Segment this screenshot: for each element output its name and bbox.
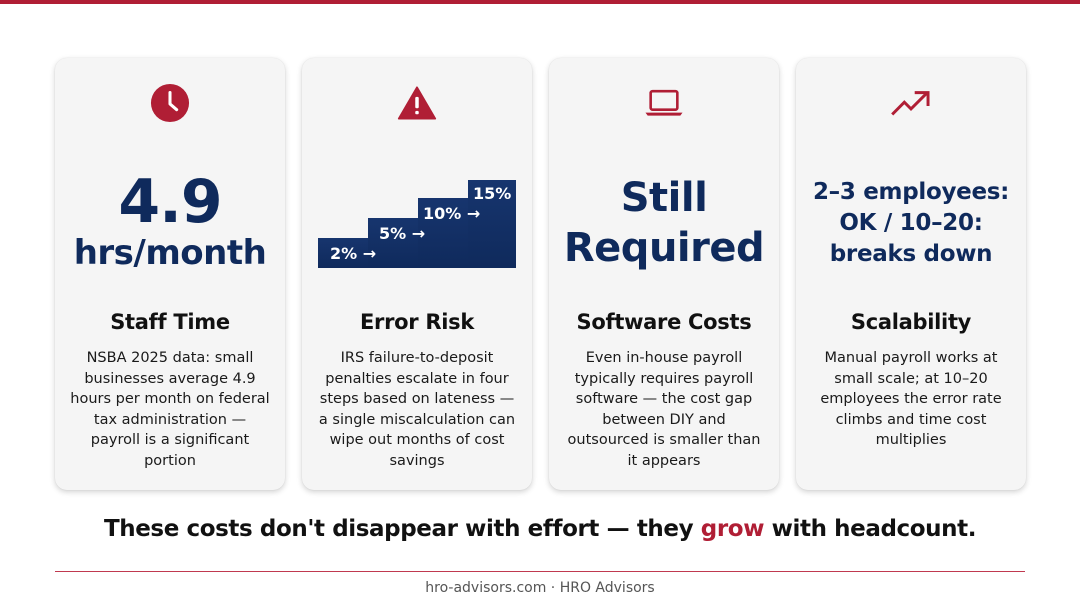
card-title: Error Risk <box>360 310 474 334</box>
staff-time-stat: 4.9 hrs/month <box>63 168 277 278</box>
staff-time-unit: hrs/month <box>73 233 267 273</box>
penalty-step-label: 15% <box>473 184 512 203</box>
card-error-risk: 2% → 5% → 10% → 15% Error Risk IRS failu… <box>302 58 532 490</box>
card-staff-time: 4.9 hrs/month Staff Time NSBA 2025 data:… <box>55 58 285 490</box>
card-title: Staff Time <box>110 310 230 334</box>
penalty-step-label: 10% → <box>423 204 481 223</box>
software-costs-stat: Still Required <box>557 168 771 278</box>
tagline-accent: grow <box>700 516 765 542</box>
card-description: Manual payroll works at small scale; at … <box>820 350 1002 448</box>
software-costs-line: Still <box>620 175 708 221</box>
software-costs-line: Required <box>563 225 765 271</box>
warning-triangle-icon <box>397 80 437 126</box>
scalability-stat: 2–3 employees: OK / 10–20: breaks down <box>804 168 1018 278</box>
card-scalability: 2–3 employees: OK / 10–20: breaks down S… <box>796 58 1026 490</box>
penalty-step-4 <box>468 180 516 268</box>
penalty-step-1 <box>318 238 368 268</box>
tagline: These costs don't disappear with effort … <box>0 516 1080 542</box>
card-title: Software Costs <box>576 310 752 334</box>
penalty-step-2 <box>368 218 418 268</box>
laptop-icon <box>644 80 684 126</box>
scalability-line: 2–3 employees: <box>812 178 1010 205</box>
card-description: Even in-house payroll typically requires… <box>567 350 761 469</box>
penalty-step-3 <box>418 198 468 268</box>
clock-icon <box>150 80 190 126</box>
card-software-costs: Still Required Software Costs Even in-ho… <box>549 58 779 490</box>
card-description: IRS failure-to-deposit penalties escalat… <box>318 350 516 469</box>
footer-text: hro-advisors.com · HRO Advisors <box>425 580 655 596</box>
tagline-start: These costs don't disappear with effort … <box>103 516 701 542</box>
penalty-step-label: 5% → <box>379 224 426 243</box>
penalty-staircase: 2% → 5% → 10% → 15% <box>318 180 516 268</box>
card-title: Scalability <box>850 310 972 334</box>
penalty-step-label: 2% → <box>330 244 377 263</box>
footer-divider <box>55 571 1025 572</box>
cost-cards: 4.9 hrs/month Staff Time NSBA 2025 data:… <box>55 58 1026 490</box>
card-description: NSBA 2025 data: small businesses average… <box>70 350 270 469</box>
staff-time-value: 4.9 <box>118 167 222 237</box>
top-accent-bar <box>0 0 1080 4</box>
scalability-line: OK / 10–20: <box>839 209 983 236</box>
trending-up-icon <box>891 80 931 126</box>
tagline-end: with headcount. <box>764 516 977 542</box>
scalability-line: breaks down <box>829 240 993 267</box>
